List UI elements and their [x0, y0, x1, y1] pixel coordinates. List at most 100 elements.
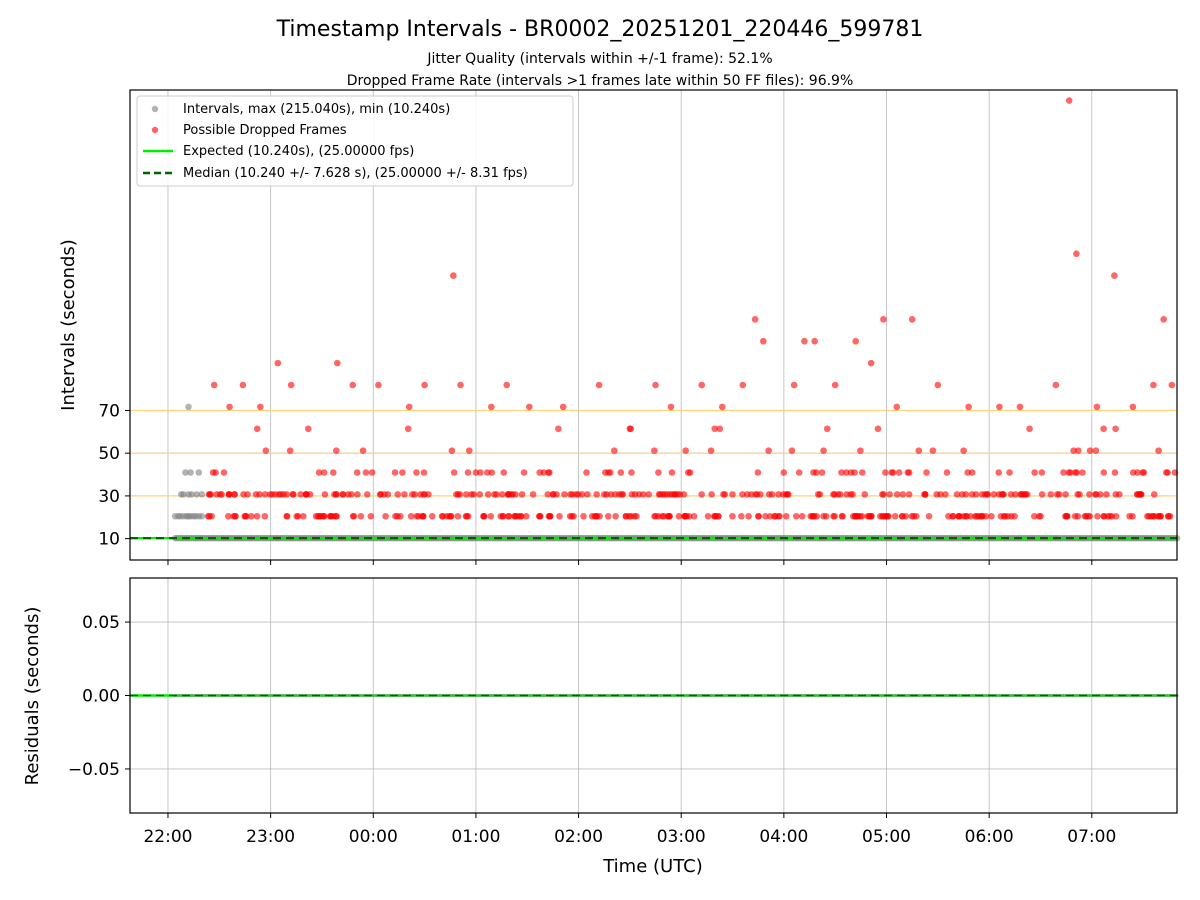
residual-point: [347, 693, 351, 698]
dropped-frame-point: [816, 491, 824, 498]
dropped-frame-point: [1016, 403, 1024, 411]
dropped-frame-point: [795, 469, 803, 476]
dropped-frame-point: [617, 469, 625, 476]
dropped-frame-point: [708, 491, 715, 498]
dropped-frame-point: [297, 491, 304, 498]
dropped-frame-point: [852, 337, 860, 345]
dropped-frame-point: [218, 491, 225, 498]
intervals-y-ticks: 10 30 50 70: [98, 401, 130, 550]
residual-point: [632, 693, 636, 698]
dropped-frame-point: [942, 491, 949, 498]
residual-point: [334, 693, 338, 698]
dropped-frame-point: [645, 491, 652, 498]
residual-point: [930, 693, 935, 698]
dropped-frame-point: [261, 491, 269, 498]
legend-marker-intervals: [151, 105, 159, 113]
dropped-frame-point: [1035, 512, 1043, 520]
dropped-frame-point: [1112, 425, 1119, 433]
dropped-frame-point: [851, 469, 858, 476]
dropped-frame-point: [1082, 512, 1090, 520]
residual-point: [1048, 693, 1052, 698]
dropped-frame-point: [503, 381, 511, 389]
dropped-frame-point: [757, 491, 764, 498]
dropped-frame-point: [667, 403, 675, 411]
dropped-frame-point: [546, 469, 553, 476]
dropped-frame-point: [858, 469, 866, 476]
dropped-frame-point: [349, 512, 357, 520]
dropped-frame-point: [945, 512, 952, 520]
dropped-frame-point: [253, 512, 261, 520]
dropped-frame-point: [839, 512, 846, 520]
dropped-frame-point: [868, 512, 875, 520]
dropped-frame-point: [349, 381, 357, 389]
intervals-x-ticks: [167, 560, 1093, 565]
dropped-frame-point: [505, 512, 512, 520]
dropped-frame-point: [522, 512, 530, 520]
dropped-frame-point: [567, 491, 574, 498]
residual-point: [686, 693, 690, 698]
dropped-frame-point: [818, 469, 826, 476]
dropped-frame-point: [684, 469, 692, 476]
dropped-frame-point: [344, 491, 352, 498]
dropped-frame-point: [1001, 512, 1009, 520]
legend-label-dropped: Possible Dropped Frames: [183, 123, 347, 138]
dropped-frame-point: [248, 512, 255, 520]
dropped-frame-point: [618, 491, 626, 498]
residual-point: [605, 693, 609, 698]
dropped-frame-point: [204, 512, 212, 520]
residual-point: [568, 693, 573, 698]
dropped-frame-point: [663, 491, 671, 498]
dropped-frame-point: [243, 512, 250, 520]
dropped-frame-point: [574, 491, 582, 498]
dropped-frame-point: [1011, 491, 1019, 498]
residual-point: [190, 693, 194, 698]
dropped-frame-point: [1053, 491, 1061, 498]
dropped-frame-point: [933, 491, 941, 498]
dropped-frame-point: [272, 491, 279, 498]
dropped-frame-point: [628, 469, 635, 476]
residual-point: [659, 693, 663, 698]
dropped-frame-point: [861, 491, 869, 498]
residual-point: [1061, 693, 1065, 698]
dropped-frame-point: [626, 425, 634, 433]
dropped-frame-point: [958, 491, 966, 498]
dropped-frame-point: [289, 491, 297, 498]
dropped-frame-point: [652, 381, 659, 389]
dropped-frame-point: [500, 469, 508, 476]
dropped-frame-point: [704, 512, 712, 520]
dropped-frame-point: [1065, 97, 1073, 104]
dropped-frame-point: [607, 491, 615, 498]
dropped-frame-point: [391, 469, 399, 476]
residual-point: [398, 693, 402, 698]
dropped-frame-point: [1166, 512, 1174, 520]
residuals-panel: 0.05 0.00 −0.05 22:00 23:00 00:00 01:00 02:00 0…: [22, 577, 1179, 877]
intervals-y-label: Intervals (seconds): [58, 239, 79, 411]
dropped-frame-point: [1155, 447, 1162, 454]
dropped-frame-point: [651, 447, 658, 454]
dropped-frame-point: [902, 512, 910, 520]
residual-point: [867, 693, 871, 698]
residual-point: [790, 693, 794, 698]
dropped-frame-point: [1062, 491, 1069, 498]
dropped-frame-point: [520, 469, 528, 476]
dropped-frame-point: [583, 469, 590, 476]
dropped-frame-point: [668, 469, 676, 476]
dropped-frame-point: [1079, 469, 1086, 476]
dropped-frame-point: [1052, 381, 1060, 389]
dropped-frame-point: [751, 316, 759, 323]
residual-point: [880, 693, 884, 698]
dropped-frame-point: [1100, 425, 1107, 433]
dropped-frame-point: [743, 491, 751, 498]
residual-point: [672, 693, 677, 698]
dropped-frame-point: [477, 469, 484, 476]
dropped-frame-point: [925, 512, 933, 520]
dropped-frame-point: [252, 491, 260, 498]
residual-point: [411, 693, 415, 698]
legend: Intervals, max (215.040s), min (10.240s)…: [136, 95, 574, 187]
dropped-frame-point: [739, 491, 746, 498]
dropped-frame-point: [771, 512, 778, 520]
dropped-frame-point: [1092, 447, 1100, 454]
dropped-frame-point: [921, 491, 929, 498]
dropped-frame-point: [544, 491, 552, 498]
dropped-frame-point: [1150, 491, 1158, 498]
